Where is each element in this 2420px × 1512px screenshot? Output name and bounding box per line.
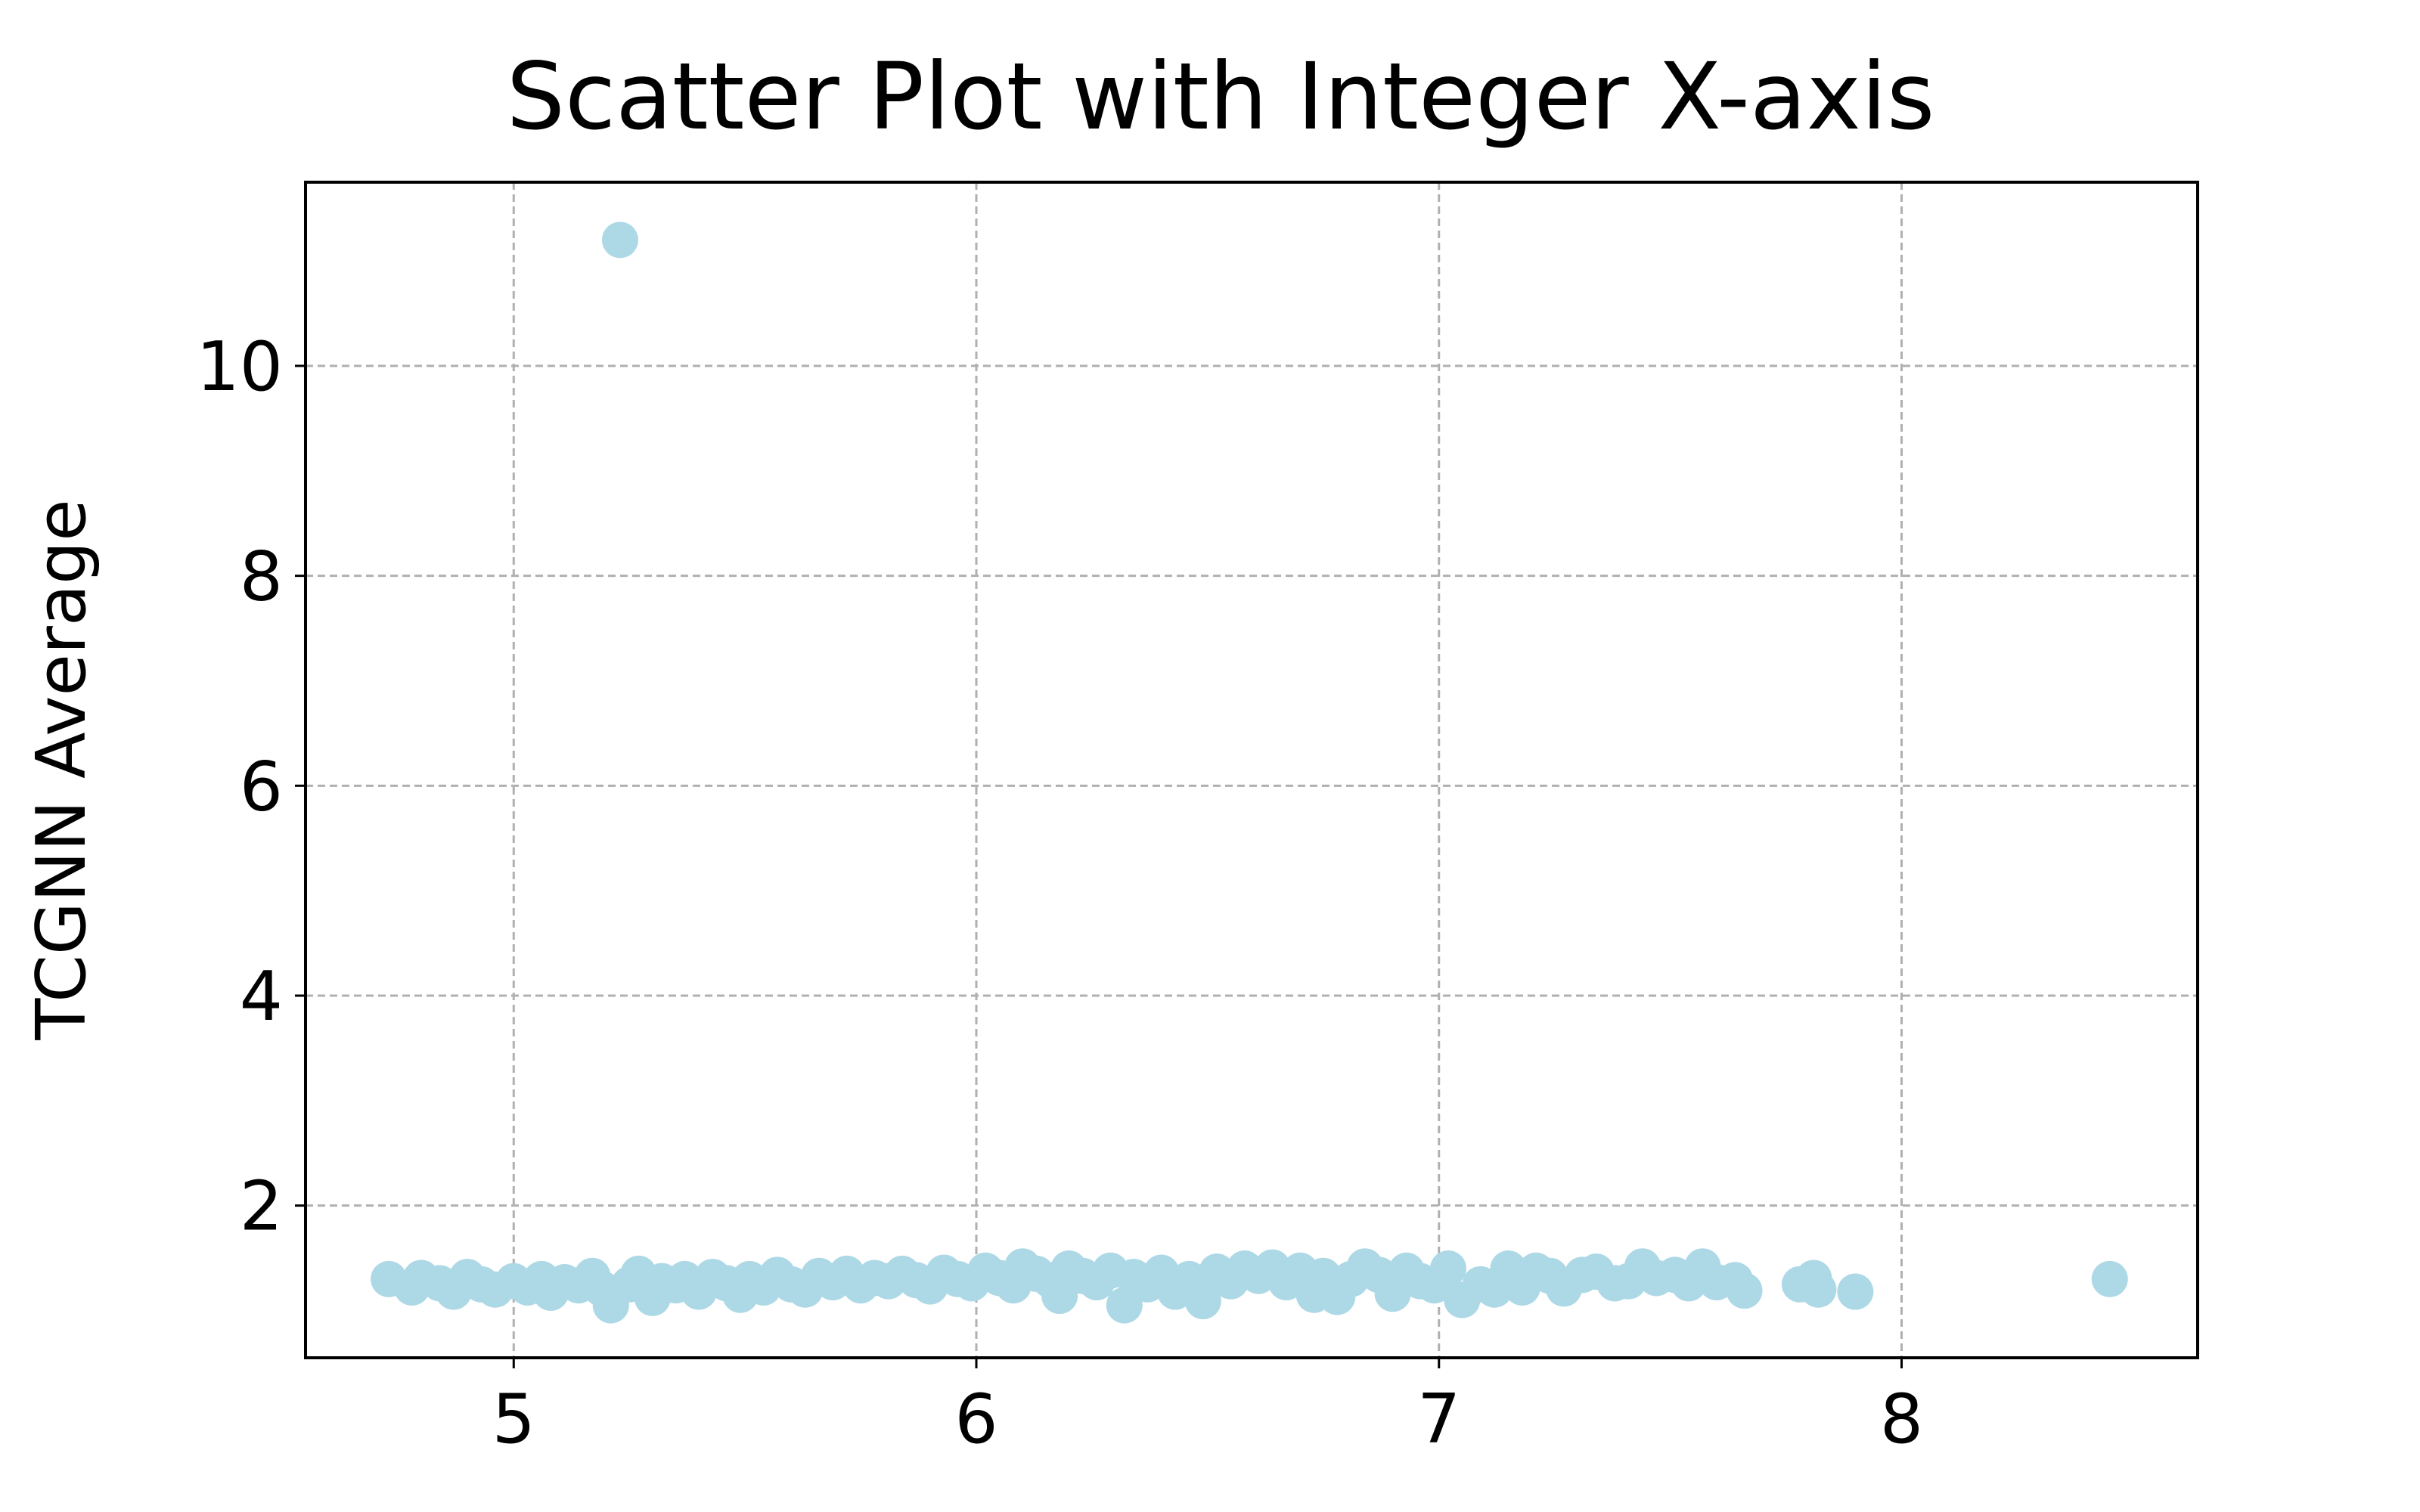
chart-title: Scatter Plot with Integer X-axis — [507, 43, 1935, 150]
data-point — [2091, 1260, 2128, 1297]
data-point — [1184, 1283, 1221, 1320]
y-axis-label: TCGNN Average — [22, 499, 101, 1040]
y-tick-label: 8 — [240, 538, 283, 617]
y-tick-label: 6 — [240, 747, 283, 826]
x-tick-label: 7 — [1417, 1380, 1460, 1459]
data-point — [1726, 1272, 1763, 1309]
data-point — [601, 222, 638, 259]
grid-lines — [306, 182, 2198, 1358]
data-point — [1429, 1250, 1466, 1287]
y-tick-label: 4 — [240, 957, 283, 1036]
data-points — [371, 222, 2128, 1324]
x-tick-label: 8 — [1880, 1380, 1923, 1459]
data-point — [1837, 1273, 1874, 1310]
y-tick-label: 2 — [240, 1167, 283, 1247]
y-tick-label: 10 — [196, 327, 283, 407]
data-point — [1800, 1271, 1837, 1308]
axis-ticks: 5 6 7 8 2 4 6 8 10 — [196, 327, 1923, 1459]
data-point — [1106, 1287, 1143, 1324]
plot-area-frame — [304, 181, 2199, 1359]
x-tick-label: 5 — [492, 1380, 535, 1459]
x-tick-label: 6 — [954, 1380, 997, 1459]
